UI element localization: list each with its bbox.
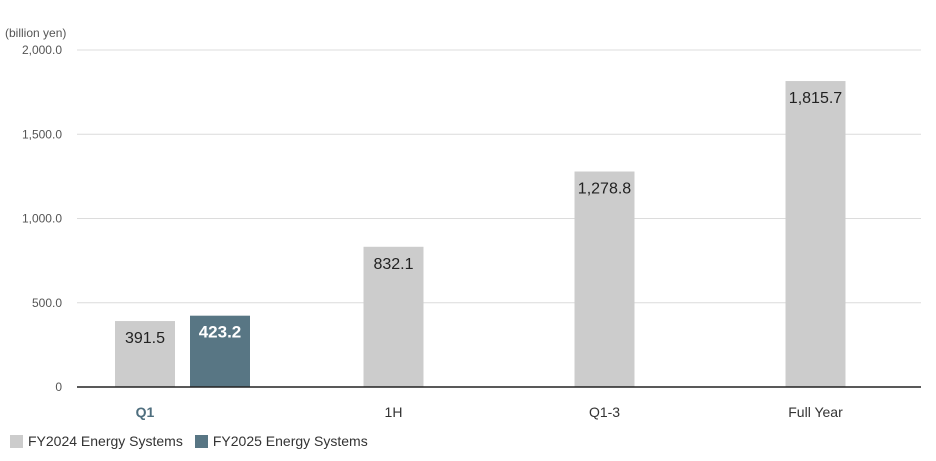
data-label: 1,278.8 [578,181,631,198]
bar-fy2024 [574,171,635,387]
y-tick-label: 500.0 [32,296,62,310]
data-label: 423.2 [199,323,242,342]
legend-label-fy2024: FY2024 Energy Systems [28,433,183,449]
x-tick-label: Q1 [136,404,155,420]
y-tick-label: 2,000.0 [22,43,62,57]
legend-label-fy2025: FY2025 Energy Systems [212,433,368,449]
y-tick-label: 1,000.0 [22,212,62,226]
legend-swatch-fy2024 [10,434,23,448]
legend: FY2024 Energy Systems FY2025 Energy Syst… [10,433,368,449]
bars [115,81,846,387]
y-tick-label: 1,500.0 [22,127,62,141]
x-tick-label: Full Year [788,404,843,420]
x-tick-label: 1H [385,404,403,420]
y-unit-label: (billion yen) [5,26,66,40]
y-tick-label: 0 [55,380,62,394]
y-axis-ticks: 0 500.0 1,000.0 1,500.0 2,000.0 [22,43,62,394]
gridlines [77,49,921,304]
data-label: 832.1 [373,256,413,273]
bar-fy2024 [115,321,175,387]
data-label: 1,815.7 [789,90,842,107]
x-axis-ticks: Q1 1H Q1-3 Full Year [136,404,843,420]
bar-fy2024 [785,81,846,387]
bar-fy2024 [363,246,424,387]
x-tick-label: Q1-3 [589,404,620,420]
legend-item-fy2024: FY2024 Energy Systems [10,433,183,449]
legend-item-fy2025: FY2025 Energy Systems [194,433,368,449]
bar-fy2025 [190,315,250,387]
legend-swatch-fy2025 [194,434,208,448]
data-labels: 391.5 423.2 832.1 1,278.8 1,815.7 [125,90,842,347]
data-label: 391.5 [125,330,165,347]
